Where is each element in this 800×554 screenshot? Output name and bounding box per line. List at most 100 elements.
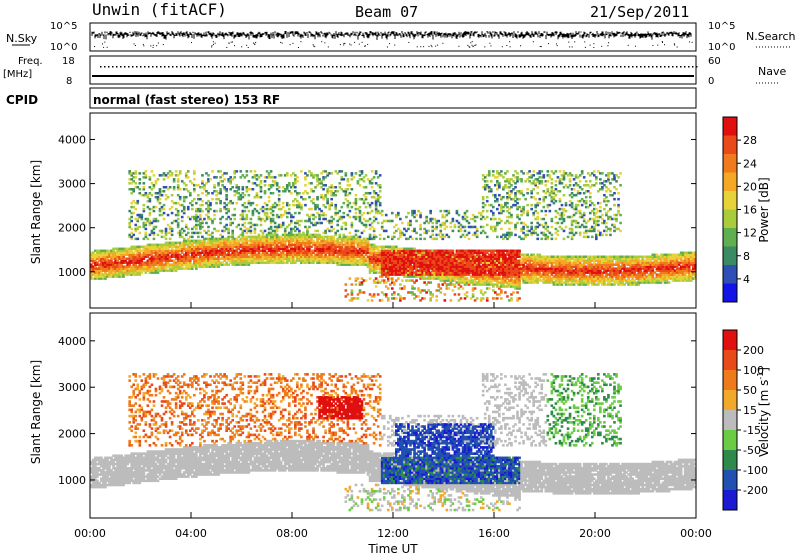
power-cell [405,253,408,256]
power-cell [332,217,336,221]
power-cell [320,209,323,213]
power-cell [152,186,156,189]
power-cell [267,253,271,256]
power-cell [148,219,152,223]
power-cell [457,213,461,217]
nave-sample [164,66,166,68]
power-cell [229,201,232,205]
power-cell [397,249,400,253]
power-cell [134,263,138,266]
power-cell [275,261,279,264]
power-cell [271,253,275,256]
power-cell [184,261,188,264]
power-cell [310,259,313,262]
power-cell [150,207,154,211]
power-cell [265,245,269,249]
power-cell [390,271,394,274]
power-cell [241,243,245,247]
nsearch-sample [133,43,135,45]
power-cell [168,227,172,231]
power-cell [277,197,281,201]
power-cell [445,255,449,258]
power-cell [209,263,212,266]
power-cell [247,193,251,197]
power-cell [160,174,164,177]
power-cell [354,197,358,201]
power-cell [395,259,398,262]
power-cell [285,239,289,243]
power-cell [459,255,463,258]
power-cell [376,221,380,225]
power-cell [247,235,251,239]
power-cell [247,249,251,253]
power-cell [437,277,441,280]
power-cell [96,253,99,256]
nave-sample [600,66,602,68]
power-cell [433,217,437,221]
power-cell [130,174,134,177]
power-cell [433,275,437,278]
power-cell [188,241,192,245]
nave-sample [216,66,218,68]
power-cell [102,267,105,270]
power-cell [419,273,422,276]
power-cell [273,245,277,249]
power-cell [356,235,360,239]
power-cell [364,225,368,229]
power-cell [324,257,327,260]
power-cell [205,172,208,175]
power-cell [399,247,402,251]
power-cell [170,205,174,209]
power-cell [405,249,408,253]
nave-sample [488,66,490,68]
power-cell [128,225,131,229]
power-cell [231,229,235,233]
power-cell [158,209,162,213]
power-cell [364,243,368,247]
power-cell [378,251,382,255]
power-cell [439,271,443,274]
power-cell [384,219,388,223]
power-cell [269,219,273,223]
power-cell [142,263,146,266]
power-cell [455,269,459,272]
power-cell [229,239,232,243]
power-cell [459,267,463,270]
power-cell [296,205,299,209]
power-cell [98,277,101,280]
power-cell [201,239,204,243]
power-cell [330,221,333,225]
power-cell [334,231,338,235]
power-cell [239,176,243,179]
power-cell [287,184,291,187]
power-cell [213,227,216,231]
power-cell [184,188,188,191]
power-cell [395,263,398,266]
power-cell [241,241,245,245]
power-cell [330,191,333,195]
power-cell [320,195,323,199]
power-cell [407,237,410,241]
power-cell [352,263,356,266]
power-cell [338,243,342,247]
power-cell [409,247,412,251]
power-cell [130,201,134,205]
power-cell [201,174,204,177]
power-cell [364,191,368,195]
power-cell [461,253,465,256]
power-cell [265,176,269,179]
power-cell [124,269,127,272]
power-cell [144,193,148,197]
power-cell [429,267,432,270]
power-cell [144,247,148,251]
power-cell [261,205,265,209]
power-cell [168,186,172,189]
power-cell [352,253,356,256]
power-cell [142,182,146,185]
power-cell [104,261,107,264]
power-cell [376,176,380,179]
power-cell [326,174,329,177]
freq-unit: [MHz] [3,69,32,80]
power-cell [144,249,148,253]
power-cell [376,265,380,268]
